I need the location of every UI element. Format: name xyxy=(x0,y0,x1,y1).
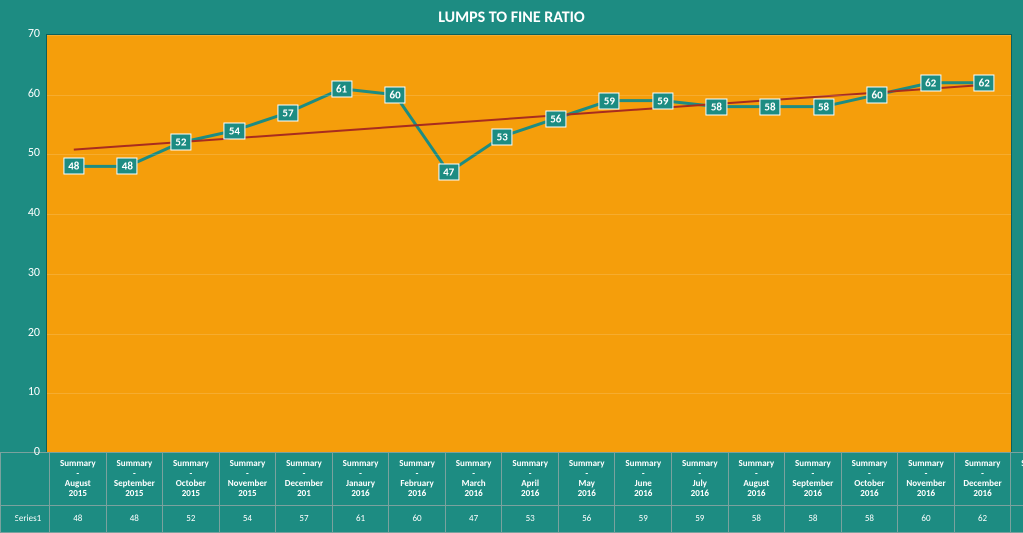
series-value-cell: 47 xyxy=(445,506,502,533)
category-header-cell: Summary-March2016 xyxy=(445,453,502,506)
series-value-cell: 52 xyxy=(163,506,220,533)
y-axis-label: 40 xyxy=(10,206,40,220)
series-value-cell: 56 xyxy=(558,506,615,533)
category-header-cell: Summary-October2016 xyxy=(841,453,898,506)
series-value-cell: 48 xyxy=(106,506,163,533)
category-header-cell: Summary-June2016 xyxy=(615,453,672,506)
y-axis-label: 0 xyxy=(10,445,40,459)
series-value-cell: 58 xyxy=(728,506,785,533)
y-axis-label: 10 xyxy=(10,385,40,399)
category-header-cell: Summary-February2016 xyxy=(389,453,446,506)
category-header-cell: Summary-April2016 xyxy=(502,453,559,506)
category-header-cell: Summary-September2016 xyxy=(785,453,842,506)
category-header-cell: Summary-May2016 xyxy=(558,453,615,506)
y-axis-label: 20 xyxy=(10,326,40,340)
category-header-cell: Summary-October2015 xyxy=(163,453,220,506)
data-label: 48 xyxy=(63,158,84,175)
data-label: 48 xyxy=(117,158,138,175)
data-label: 59 xyxy=(599,92,620,109)
series-value-cell: 53 xyxy=(502,506,559,533)
data-label: 62 xyxy=(974,74,995,91)
y-axis-label: 60 xyxy=(10,87,40,101)
data-label: 61 xyxy=(331,80,352,97)
gridline xyxy=(47,35,1011,36)
gridline xyxy=(47,214,1011,215)
y-axis-label: 30 xyxy=(10,266,40,280)
gridline xyxy=(47,154,1011,155)
category-header-cell: Summary-Janaury2016 xyxy=(332,453,389,506)
category-header-cell: Summary-July2016 xyxy=(672,453,729,506)
category-header-cell: Summary-August2016 xyxy=(728,453,785,506)
series-line xyxy=(74,83,984,173)
category-header-cell: Summary-November2015 xyxy=(219,453,276,506)
series-value-cell: 59 xyxy=(615,506,672,533)
data-label: 57 xyxy=(277,104,298,121)
series-name-cell: Series1 xyxy=(1,506,50,533)
data-label: 62 xyxy=(920,74,941,91)
category-header-cell: Summary-December2016 xyxy=(954,453,1011,506)
data-label: 56 xyxy=(545,110,566,127)
data-label: 52 xyxy=(170,134,191,151)
category-data-table: Summary-August2015Summary-September2015S… xyxy=(0,452,1023,533)
plot-area: 48 48 52 54 57 61 60 47 53 56 59 59 58 58 58 60 62 62 xyxy=(46,34,1012,454)
series-value-cell: 57 xyxy=(276,506,333,533)
y-axis-label: 70 xyxy=(10,27,40,41)
series-value-cell: 58 xyxy=(785,506,842,533)
chart-title: LUMPS TO FINE RATIO xyxy=(0,8,1023,27)
data-label: 60 xyxy=(867,86,888,103)
series-value-cell: 60 xyxy=(389,506,446,533)
category-header-row: Summary-August2015Summary-September2015S… xyxy=(1,453,1023,506)
series-value-cell: 54 xyxy=(219,506,276,533)
series-value-cell: 58 xyxy=(841,506,898,533)
data-label: 58 xyxy=(813,98,834,115)
series-value-cell: 62 xyxy=(954,506,1011,533)
category-header-cell: Summary-August2015 xyxy=(50,453,107,506)
data-label: 58 xyxy=(706,98,727,115)
gridline xyxy=(47,274,1011,275)
series-value-cell: 62 xyxy=(1011,506,1023,533)
data-label: 60 xyxy=(385,86,406,103)
y-axis-label: 50 xyxy=(10,146,40,160)
series-value-cell: 61 xyxy=(332,506,389,533)
category-header-cell: Summary-September2015 xyxy=(106,453,163,506)
category-header-cell: Summary-January2017 xyxy=(1011,453,1023,506)
data-label: 54 xyxy=(224,122,245,139)
category-header-cell: Summary-November2016 xyxy=(898,453,955,506)
data-label: 53 xyxy=(492,128,513,145)
data-label: 58 xyxy=(759,98,780,115)
series-value-cell: 48 xyxy=(50,506,107,533)
series-value-row: Series1484852545761604753565959585858606… xyxy=(1,506,1023,533)
gridline xyxy=(47,393,1011,394)
series-value-cell: 60 xyxy=(898,506,955,533)
series-marker-icon xyxy=(11,518,19,520)
blank-corner-cell xyxy=(1,453,50,506)
category-header-cell: Summary-December201 xyxy=(276,453,333,506)
data-label: 59 xyxy=(652,92,673,109)
chart-container: LUMPS TO FINE RATIO 48 48 52 54 57 61 60 47 53 56… xyxy=(0,0,1023,524)
data-label: 47 xyxy=(438,164,459,181)
gridline xyxy=(47,334,1011,335)
series-value-cell: 59 xyxy=(672,506,729,533)
